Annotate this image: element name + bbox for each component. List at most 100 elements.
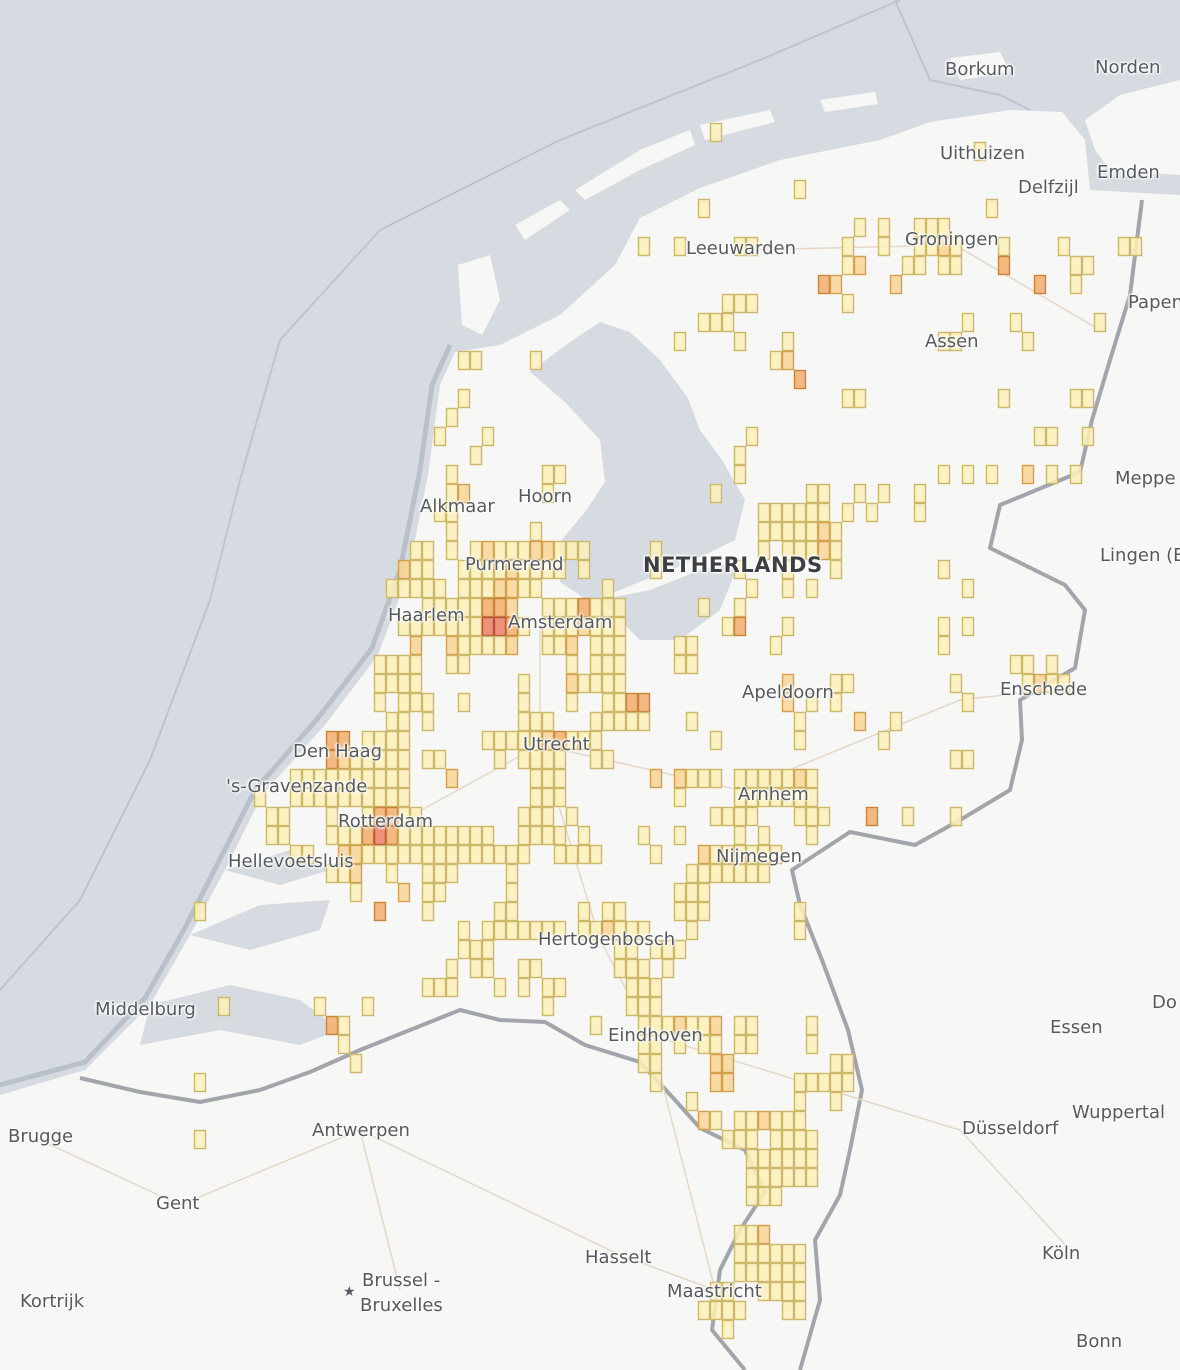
grid-cell-level-0 [1129, 236, 1143, 257]
grid-cell-level-0 [793, 730, 807, 751]
grid-cell-level-0 [433, 844, 447, 865]
grid-cell-level-0 [541, 464, 555, 485]
grid-cell-level-0 [337, 768, 351, 789]
grid-cell-level-0 [733, 293, 747, 314]
grid-cell-level-0 [793, 1281, 807, 1302]
grid-cell-level-0 [781, 1129, 795, 1150]
grid-cell-level-0 [601, 692, 615, 713]
grid-cell-level-0 [613, 597, 627, 618]
grid-cell-level-0 [565, 730, 579, 751]
grid-cell-level-0 [841, 236, 855, 257]
grid-cell-level-0 [685, 920, 699, 941]
grid-cell-level-0 [577, 673, 591, 694]
grid-cell-level-0 [733, 464, 747, 485]
grid-cell-level-1 [397, 882, 411, 903]
land-germany-coast [1085, 80, 1180, 175]
grid-cell-level-0 [349, 749, 363, 770]
grid-cell-level-0 [433, 578, 447, 599]
grid-cell-level-0 [397, 825, 411, 846]
grid-cell-level-0 [541, 806, 555, 827]
grid-cell-level-0 [301, 787, 315, 808]
grid-cell-level-0 [445, 540, 459, 561]
grid-cell-level-2 [481, 597, 495, 618]
place-label-haarlem: Haarlem [388, 605, 465, 626]
grid-cell-level-0 [829, 559, 843, 580]
grid-cell-level-0 [769, 1243, 783, 1264]
grid-cell-level-0 [757, 825, 771, 846]
grid-cell-level-0 [421, 977, 435, 998]
grid-cell-level-0 [385, 749, 399, 770]
grid-cell-level-2 [553, 730, 567, 751]
grid-cell-level-0 [421, 559, 435, 580]
grid-cell-level-0 [385, 863, 399, 884]
grid-cell-level-0 [397, 578, 411, 599]
grid-cell-level-0 [1069, 274, 1083, 295]
grid-cell-level-0 [937, 217, 951, 238]
place-label-hasselt: Hasselt [585, 1247, 652, 1268]
grid-cell-level-0 [409, 654, 423, 675]
grid-cell-level-0 [781, 1281, 795, 1302]
grid-cell-level-0 [853, 388, 867, 409]
grid-cell-level-0 [193, 901, 207, 922]
place-label-leeuwarden: Leeuwarden [686, 238, 797, 259]
grid-cell-level-0 [277, 806, 291, 827]
grid-cell-level-0 [529, 958, 543, 979]
place-label-borkum: Borkum [945, 59, 1015, 80]
grid-cell-level-0 [469, 616, 483, 637]
grid-cell-level-0 [697, 198, 711, 219]
grid-cell-level-0 [1045, 654, 1059, 675]
grid-cell-level-2 [325, 1015, 339, 1036]
grid-cell-level-0 [949, 806, 963, 827]
grid-cell-level-0 [421, 882, 435, 903]
grid-cell-level-0 [421, 616, 435, 637]
grid-cell-level-0 [445, 977, 459, 998]
place-label-eindhoven: Eindhoven [608, 1025, 703, 1046]
grid-cell-level-0 [733, 1034, 747, 1055]
grid-cell-level-0 [589, 616, 603, 637]
grid-cell-level-0 [481, 578, 495, 599]
grid-cell-level-0 [421, 863, 435, 884]
grid-cell-level-0 [529, 749, 543, 770]
grid-cell-level-0 [457, 559, 471, 580]
grid-cell-level-0 [397, 711, 411, 732]
grid-cell-level-3 [373, 825, 387, 846]
grid-cell-level-0 [1093, 312, 1107, 333]
grid-cell-level-0 [937, 255, 951, 276]
grid-cell-level-0 [505, 920, 519, 941]
grid-cell-level-0 [601, 673, 615, 694]
grid-cell-level-0 [541, 711, 555, 732]
grid-cell-level-0 [781, 331, 795, 352]
grid-cell-level-0 [601, 901, 615, 922]
grid-cell-level-0 [757, 521, 771, 542]
grid-cell-level-0 [805, 483, 819, 504]
grid-cell-level-0 [361, 844, 375, 865]
grid-cell-level-0 [589, 597, 603, 618]
grid-cell-level-1 [445, 768, 459, 789]
grid-cell-level-0 [745, 426, 759, 447]
grid-cell-level-0 [961, 578, 975, 599]
grid-cell-level-0 [1069, 464, 1083, 485]
grid-cell-level-0 [469, 578, 483, 599]
grid-cell-level-1 [457, 483, 471, 504]
grid-cell-level-0 [805, 806, 819, 827]
grid-cell-level-0 [769, 787, 783, 808]
grid-cell-level-0 [1021, 331, 1035, 352]
grid-cell-level-0 [649, 1015, 663, 1036]
grid-cell-level-0 [757, 540, 771, 561]
grid-cell-level-0 [337, 787, 351, 808]
grid-cell-level-0 [781, 616, 795, 637]
grid-cell-level-0 [577, 540, 591, 561]
place-label-amsterdam: Amsterdam [508, 612, 613, 633]
grid-cell-level-0 [445, 502, 459, 523]
grid-cell-level-0 [553, 635, 567, 656]
grid-cell-level-0 [493, 844, 507, 865]
grid-cell-level-1 [817, 521, 831, 542]
grid-cell-level-0 [349, 768, 363, 789]
place-label-nijmegen: Nijmegen [716, 846, 802, 867]
grid-cell-level-0 [601, 654, 615, 675]
grid-cell-level-0 [925, 217, 939, 238]
grid-cell-level-0 [253, 787, 267, 808]
grid-cell-level-2 [865, 806, 879, 827]
grid-cell-level-0 [445, 654, 459, 675]
grid-cell-level-1 [349, 863, 363, 884]
